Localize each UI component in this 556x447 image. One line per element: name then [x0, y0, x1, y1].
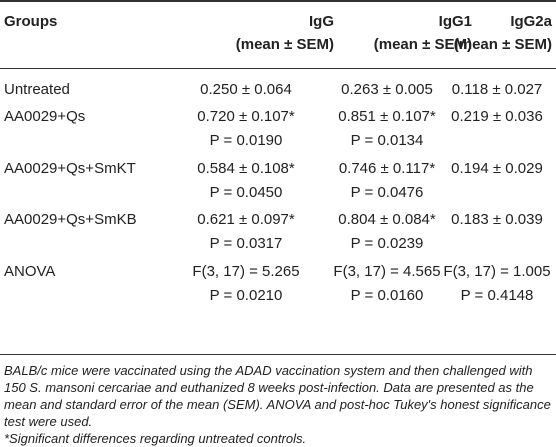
igg2a-f-statistic: F(3, 17) = 1.005 — [443, 263, 551, 280]
igg1-p-value: P = 0.0476 — [350, 184, 424, 201]
igg2a-value: 0.219 ± 0.036 — [451, 108, 543, 125]
igg1-value: 0.746 ± 0.117* — [338, 160, 436, 177]
row-group-label: AA0029+Qs+SmKT — [4, 160, 136, 177]
igg1-value: 0.851 ± 0.107* — [338, 108, 436, 125]
table-top-rule — [0, 0, 556, 2]
igg2a-value: 0.183 ± 0.039 — [451, 211, 543, 228]
igg1-value: 0.804 ± 0.084* — [338, 211, 436, 228]
footnote-significance: *Significant differences regarding untre… — [4, 431, 307, 446]
header-igg: IgG (mean ± SEM) — [235, 13, 334, 53]
igg-value: 0.720 ± 0.107* — [197, 108, 295, 125]
row-group-label: ANOVA — [4, 263, 56, 280]
igg2a-value: 0.118 ± 0.027 — [451, 81, 543, 98]
header-igg2a: IgG2a (mean ± SEM) — [453, 13, 552, 53]
igg1-p-value: P = 0.0134 — [350, 132, 424, 149]
igg-p-value: P = 0.0450 — [209, 184, 283, 201]
igg1-value: 0.263 ± 0.005 — [341, 81, 433, 98]
igg1-p-value: P = 0.0239 — [350, 235, 424, 252]
igg1-f-statistic: F(3, 17) = 4.565 — [333, 263, 441, 280]
igg2a-p-value: P = 0.4148 — [460, 287, 534, 304]
igg-value: 0.250 ± 0.064 — [200, 81, 292, 98]
table-bottom-rule — [0, 354, 556, 355]
header-groups: Groups — [4, 13, 58, 30]
row-group-label: AA0029+Qs — [4, 108, 86, 125]
igg-value: 0.621 ± 0.097* — [197, 211, 295, 228]
table-footnotes: BALB/c mice were vaccinated using the AD… — [4, 362, 552, 447]
row-group-label: Untreated — [4, 81, 70, 98]
row-group-label: AA0029+Qs+SmKB — [4, 211, 137, 228]
igg-p-value: P = 0.0190 — [209, 132, 283, 149]
footnote-main: BALB/c mice were vaccinated using the AD… — [4, 363, 551, 429]
igg-f-statistic: F(3, 17) = 5.265 — [192, 263, 300, 280]
igg1-p-value: P = 0.0160 — [350, 287, 424, 304]
header-rule — [0, 68, 556, 69]
igg-p-value: P = 0.0210 — [209, 287, 283, 304]
igg2a-value: 0.194 ± 0.029 — [451, 160, 543, 177]
header-igg1: IgG1 (mean ± SEM) — [373, 13, 472, 53]
igg-p-value: P = 0.0317 — [209, 235, 283, 252]
igg-value: 0.584 ± 0.108* — [197, 160, 295, 177]
